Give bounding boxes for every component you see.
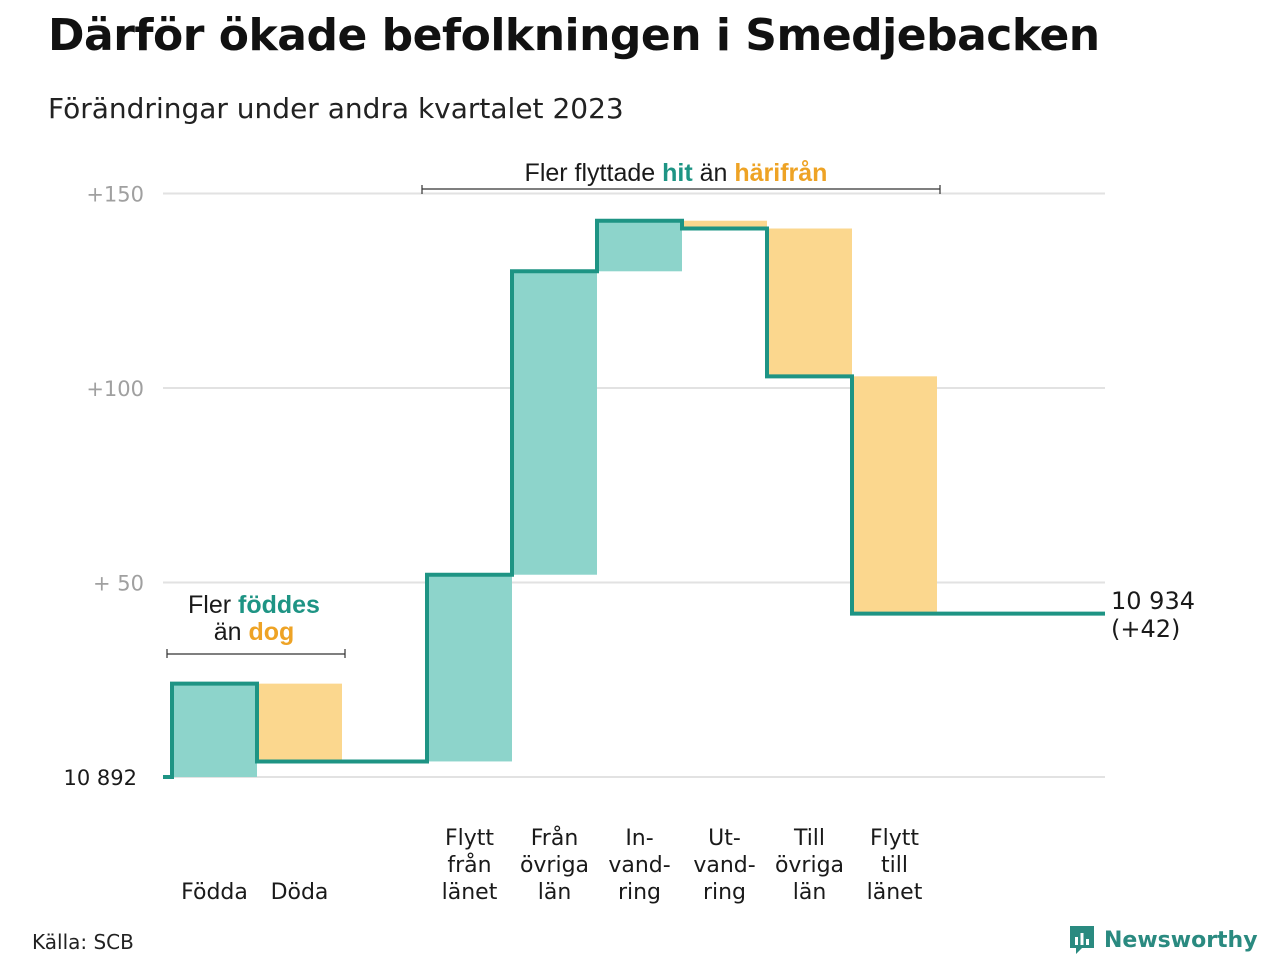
x-category-label: Födda	[181, 880, 248, 905]
decrease-bar	[767, 228, 852, 377]
source-note: Källa: SCB	[32, 930, 134, 954]
bars	[172, 220, 937, 777]
x-category-label: länet	[442, 880, 498, 905]
y-tick-label: +150	[86, 183, 144, 207]
cumulative-step-line	[163, 218, 1105, 779]
x-category-label: övriga	[775, 853, 844, 878]
newsworthy-brand: Newsworthy	[1068, 924, 1258, 956]
births-annotation-line2: än dog	[214, 618, 295, 646]
births-annotation-text: Fler	[188, 591, 238, 619]
increase-bar	[172, 683, 257, 777]
end-value-label: 10 934 (+42)	[1111, 587, 1195, 643]
x-category-label: vand-	[693, 853, 755, 878]
decrease-bar	[682, 220, 767, 229]
births-annotation: Fler föddes än dog	[166, 591, 346, 658]
y-tick-label: +100	[86, 377, 144, 401]
births-annotation-highlight: föddes	[238, 591, 320, 619]
x-category-label: till	[881, 853, 908, 878]
x-category-label: Flytt	[445, 826, 494, 851]
migration-annotation-part: Fler flyttade	[525, 159, 663, 187]
decrease-bar	[257, 683, 342, 762]
end-total-change: (+42)	[1111, 615, 1180, 643]
x-category-label: länet	[867, 880, 923, 905]
x-category-label: Döda	[271, 880, 329, 905]
x-category-label: från	[447, 852, 491, 878]
x-category-label: vand-	[608, 853, 670, 878]
end-total-value: 10 934	[1111, 587, 1195, 615]
increase-bar	[597, 220, 682, 272]
x-category-label: ring	[703, 880, 746, 905]
increase-bar	[512, 271, 597, 575]
births-bracket	[166, 649, 346, 658]
births-annotation-text: än	[214, 618, 249, 646]
x-category-label: ring	[618, 880, 661, 905]
step-line-group	[163, 218, 1105, 779]
x-category-label: Från	[531, 825, 579, 851]
y-tick-label: + 50	[93, 572, 144, 596]
migration-annotation: Fler flyttade hit än härifrån	[421, 159, 941, 194]
chart-subtitle: Förändringar under andra kvartalet 2023	[48, 92, 624, 125]
x-category-label: Ut-	[708, 826, 741, 851]
chart-title: Därför ökade befolkningen i Smedjebacken	[48, 10, 1100, 61]
x-category-label: län	[793, 880, 827, 905]
x-category-label: In-	[625, 826, 653, 851]
grid-lines	[163, 192, 1105, 778]
migration-annotation-highlight-out: härifrån	[734, 159, 827, 187]
migration-annotation-text: Fler flyttade hit än härifrån	[525, 159, 828, 187]
y-axis: 10 892 + 50 +100 +150	[64, 183, 144, 791]
x-category-label: Till	[793, 826, 825, 851]
x-axis: Födda DödaFlyttfrånlänetFrånövrigalänIn-v…	[181, 825, 923, 905]
x-category-label: Flytt	[870, 826, 919, 851]
migration-annotation-part: än	[693, 159, 735, 187]
decrease-bar	[852, 376, 937, 614]
migration-annotation-highlight-in: hit	[662, 159, 693, 187]
y-tick-label-base: 10 892	[64, 766, 137, 790]
increase-bar	[427, 574, 512, 762]
brand-name: Newsworthy	[1104, 927, 1258, 953]
births-annotation-line1: Fler föddes	[188, 591, 320, 619]
x-category-label: län	[538, 880, 572, 905]
newsworthy-logo-icon	[1070, 926, 1094, 954]
migration-bracket	[421, 185, 941, 194]
x-category-label: övriga	[520, 853, 589, 878]
deaths-annotation-highlight: dog	[248, 618, 294, 646]
